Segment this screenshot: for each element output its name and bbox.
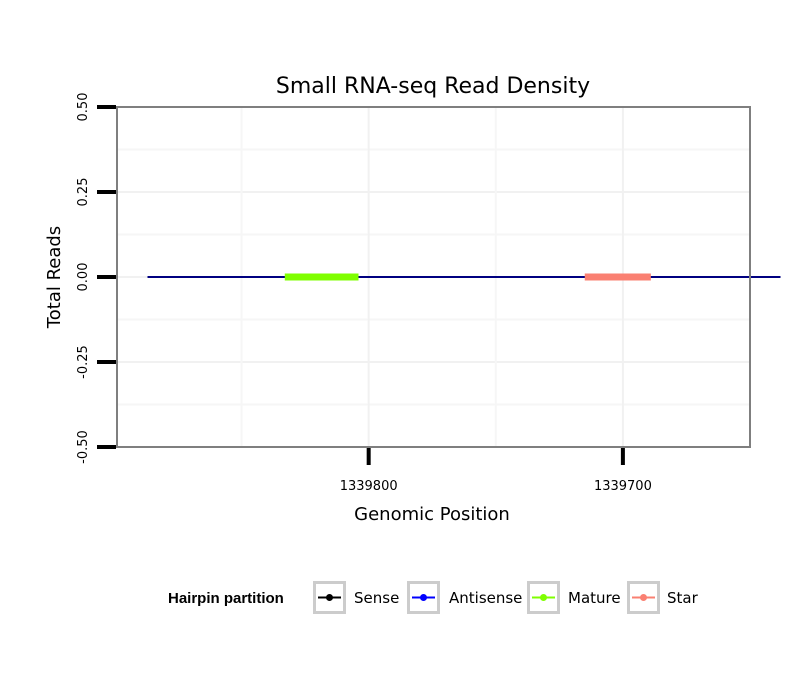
plot-border	[116, 106, 751, 448]
y-axis: -0.50 -0.25 0.00 0.25 0.50	[76, 93, 116, 464]
legend-key-point	[420, 594, 427, 601]
legend-label: Mature	[568, 589, 621, 607]
y-tick-label: -0.25	[76, 345, 91, 379]
x-axis-title: Genomic Position	[354, 504, 510, 525]
legend-key-point	[540, 594, 547, 601]
x-tick-label: 1339700	[594, 479, 652, 494]
y-axis-title: Total Reads	[44, 226, 65, 329]
chart-title: Small RNA-seq Read Density	[276, 74, 590, 99]
x-axis: 1339800 1339700	[340, 448, 652, 494]
y-tick-label: 0.50	[76, 93, 91, 122]
legend-label: Star	[667, 589, 699, 607]
legend-label: Sense	[354, 589, 399, 607]
y-tick-label: 0.00	[76, 263, 91, 292]
y-tick-label: -0.50	[76, 430, 91, 464]
legend-label: Antisense	[449, 589, 522, 607]
legend: Hairpin partition Sense Antisense Mature St…	[168, 581, 699, 614]
legend-key-point	[640, 594, 647, 601]
x-tick-label: 1339800	[340, 479, 398, 494]
legend-key-point	[326, 594, 333, 601]
legend-title: Hairpin partition	[168, 590, 284, 607]
y-tick-label: 0.25	[76, 178, 91, 207]
